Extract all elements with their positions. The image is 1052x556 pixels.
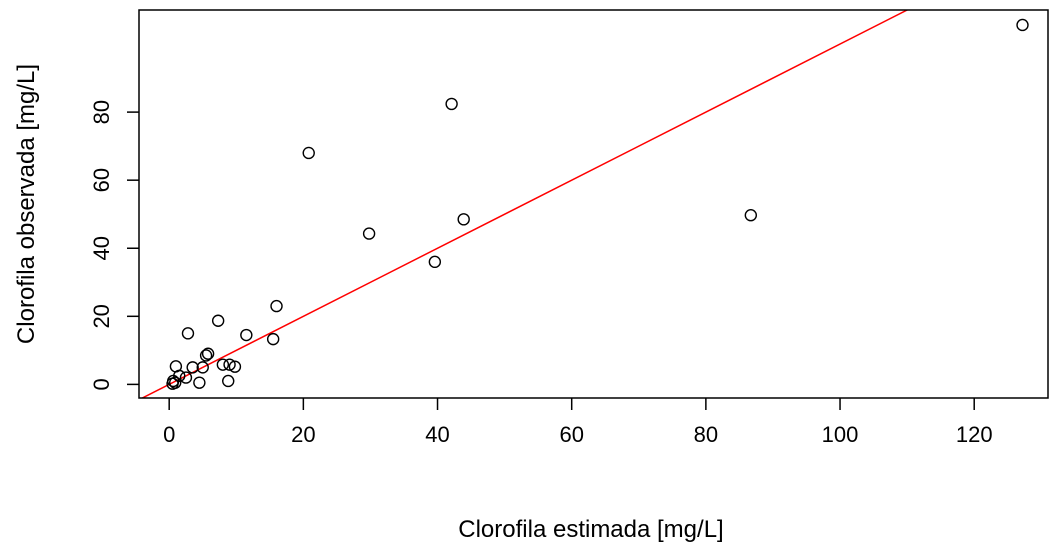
data-point <box>744 209 758 222</box>
x-axis: 0 20 40 60 80 100 120 <box>163 398 993 447</box>
data-point <box>362 227 376 240</box>
x-tick-label: 120 <box>956 422 993 447</box>
data-point <box>428 255 442 269</box>
data-point <box>223 358 236 371</box>
data-point <box>216 358 230 371</box>
data-point <box>228 360 242 373</box>
x-tick-label: 60 <box>559 422 583 447</box>
x-tick-label: 40 <box>425 422 449 447</box>
data-point <box>240 328 253 342</box>
data-point <box>270 299 283 313</box>
y-axis-title: Clorofila observada [mg/L] <box>13 64 40 344</box>
y-tick-label: 80 <box>89 100 114 124</box>
x-tick-label: 80 <box>694 422 718 447</box>
y-axis: 0 20 40 60 80 <box>89 100 139 391</box>
plot-frame <box>138 9 1049 399</box>
data-point <box>196 361 209 374</box>
data-point <box>201 347 215 360</box>
data-point <box>169 376 182 389</box>
y-tick-label: 40 <box>89 236 114 260</box>
x-tick-label: 100 <box>822 422 859 447</box>
y-tick-label: 20 <box>89 304 114 328</box>
data-point <box>445 97 458 111</box>
data-point <box>193 376 206 389</box>
data-point <box>186 361 199 374</box>
y-tick-label: 0 <box>89 378 114 390</box>
x-tick-label: 0 <box>163 422 175 447</box>
data-point <box>179 371 193 384</box>
x-axis-title: Clorofila estimada [mg/L] <box>458 516 723 543</box>
data-point <box>266 332 280 346</box>
data-point <box>199 349 213 362</box>
y-tick-label: 60 <box>89 168 114 192</box>
reference-line <box>140 10 909 398</box>
data-point <box>302 146 315 160</box>
data-point <box>173 369 186 383</box>
data-point <box>211 314 225 327</box>
data-point <box>1016 18 1029 32</box>
data-point <box>457 213 470 226</box>
data-point <box>181 327 195 340</box>
x-tick-label: 20 <box>291 422 315 447</box>
data-point <box>222 374 235 388</box>
